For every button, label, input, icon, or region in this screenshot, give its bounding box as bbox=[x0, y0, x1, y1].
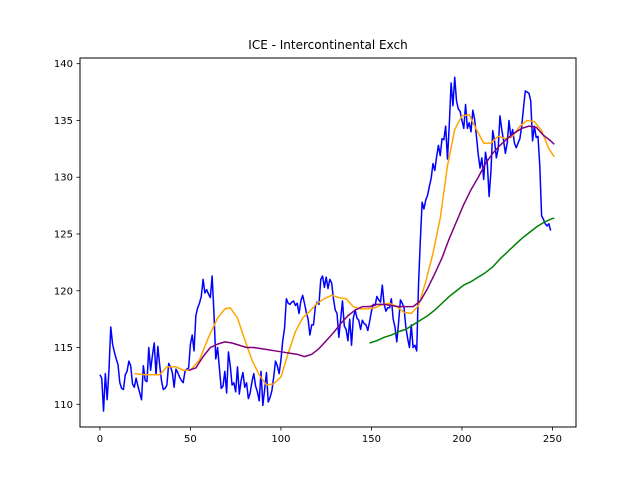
y-tick-label: 110 bbox=[54, 400, 73, 411]
y-tick-label: 115 bbox=[54, 343, 73, 354]
y-tick-label: 130 bbox=[54, 173, 73, 184]
x-tick-label: 200 bbox=[452, 434, 471, 445]
series-line-4 bbox=[369, 217, 555, 344]
chart-title: ICE - Intercontinental Exch bbox=[248, 38, 407, 52]
y-tick-label: 140 bbox=[54, 59, 73, 70]
y-tick-label: 125 bbox=[54, 229, 73, 240]
x-tick-label: 150 bbox=[362, 434, 381, 445]
x-tick-label: 0 bbox=[97, 434, 103, 445]
y-tick-label: 135 bbox=[54, 116, 73, 127]
plot-frame bbox=[79, 57, 577, 428]
series-layer bbox=[99, 76, 555, 412]
y-tick-label: 120 bbox=[54, 286, 73, 297]
x-tick-label: 250 bbox=[543, 434, 562, 445]
series-line-2 bbox=[134, 114, 555, 386]
x-tick-label: 100 bbox=[271, 434, 290, 445]
x-tick-label: 50 bbox=[184, 434, 197, 445]
axes-layer: 0 50 100 150 200 250 110 115 120 125 130 135 140 bbox=[54, 59, 562, 445]
series-line-3 bbox=[188, 125, 555, 371]
